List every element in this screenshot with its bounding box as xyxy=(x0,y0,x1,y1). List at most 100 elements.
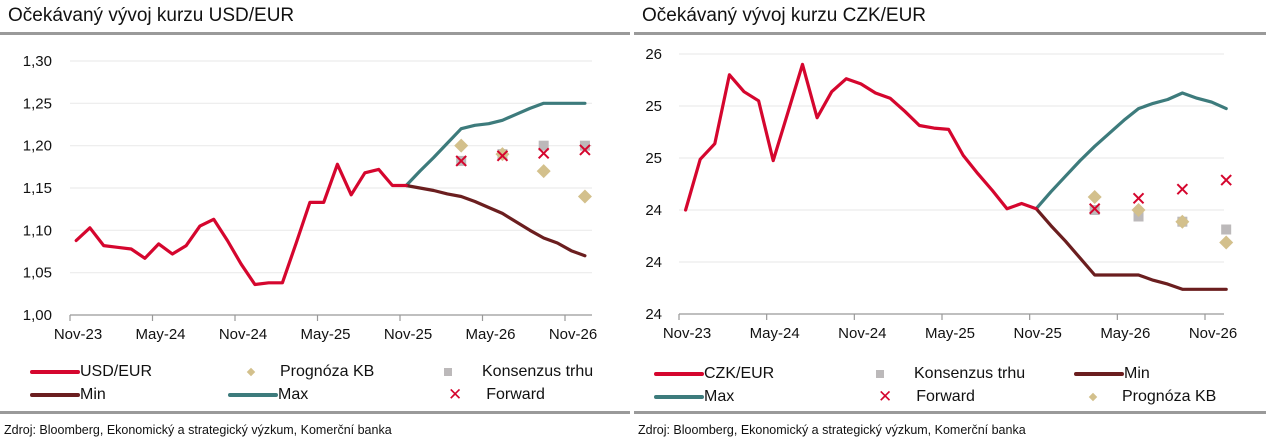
czk-eur-plot: 24 24 24 25 25 26 Nov-23 May-24 Nov-24 May-25 Nov-… xyxy=(645,46,1237,342)
legend-label: Min xyxy=(80,386,106,403)
series-line-max xyxy=(404,101,587,188)
consensus-point xyxy=(538,140,549,151)
forward-point xyxy=(1132,192,1145,205)
legend-swatch-square xyxy=(444,368,452,376)
kb-forecast-point xyxy=(1219,235,1234,250)
legend-swatch-line xyxy=(1074,372,1124,376)
y-tick-label: 24 xyxy=(645,202,662,219)
series-line-spot xyxy=(74,162,408,287)
x-tick-label: Nov-23 xyxy=(663,325,711,342)
kb-forecast-point xyxy=(1131,203,1146,217)
forward-point xyxy=(455,155,467,167)
legend-item-konsenzus: Konsenzus trhu xyxy=(444,362,593,382)
x-tick-label: Nov-24 xyxy=(219,326,267,343)
y-tick-label: 25 xyxy=(645,98,662,115)
legend-item-czk-eur: CZK/EUR xyxy=(654,364,774,384)
legend-swatch-line xyxy=(654,372,704,376)
x-tick-label: Nov-25 xyxy=(384,326,432,343)
legend-item-prognoza-kb: Prognóza KB xyxy=(1088,387,1217,407)
y-tick-label: 1,20 xyxy=(23,138,52,155)
legend-label: Prognóza KB xyxy=(280,363,375,380)
chart-title: Očekávaný vývoj kurzu CZK/EUR xyxy=(642,5,927,26)
kb-forecast-point xyxy=(1087,190,1102,204)
legend-label: USD/EUR xyxy=(80,363,153,380)
y-tick-label: 25 xyxy=(645,150,662,167)
kb-forecast-point xyxy=(454,138,469,153)
legend-swatch-line xyxy=(30,370,80,374)
legend-item-max: Max xyxy=(228,385,308,405)
kb-forecast-point xyxy=(1175,214,1190,229)
x-tick-label: Nov-23 xyxy=(54,326,102,343)
legend-swatch-line xyxy=(654,395,704,399)
forward-point xyxy=(1176,183,1189,195)
x-tick-label: Nov-26 xyxy=(1189,325,1237,342)
y-tick-label: 1,00 xyxy=(23,307,52,324)
legend-label: CZK/EUR xyxy=(704,365,775,382)
y-tick-label: 1,25 xyxy=(23,95,52,112)
legend-label: Max xyxy=(278,386,309,403)
source-divider xyxy=(634,411,1266,414)
legend-swatch-x: ✕ xyxy=(448,385,463,404)
y-tick-label: 24 xyxy=(645,306,662,323)
series-line-spot xyxy=(683,62,1038,212)
legend-swatch-diamond xyxy=(1088,392,1098,402)
usd-eur-plot: 1,00 1,05 1,10 1,15 1,20 1,25 1,30 Nov-23 May-24… xyxy=(23,53,597,343)
series-line-min xyxy=(404,183,587,258)
legend-label: Min xyxy=(1124,365,1150,382)
legend-label: Max xyxy=(704,388,735,405)
legend-label: Konsenzus trhu xyxy=(482,363,594,380)
legend-label: Konsenzus trhu xyxy=(914,365,1026,382)
x-tick-label: May-25 xyxy=(300,326,350,343)
x-tick-label: Nov-26 xyxy=(549,326,597,343)
legend-label: Prognóza KB xyxy=(1122,388,1217,405)
legend-label: Forward xyxy=(916,388,975,405)
forward-point xyxy=(537,147,550,159)
forward-point xyxy=(579,144,591,156)
legend-item-min: Min xyxy=(30,385,106,405)
source-note: Zdroj: Bloomberg, Ekonomický a strategic… xyxy=(4,423,392,437)
legend-item-konsenzus: Konsenzus trhu xyxy=(876,364,1025,384)
x-tick-label: May-25 xyxy=(925,325,975,342)
x-tick-label: May-24 xyxy=(135,326,185,343)
x-tick-label: Nov-25 xyxy=(1013,325,1061,342)
legend-swatch-diamond xyxy=(246,367,256,377)
forward-point xyxy=(496,150,509,162)
x-tick-label: May-26 xyxy=(1100,325,1150,342)
legend-label: Forward xyxy=(486,386,545,403)
legend-item-forward: ✕ Forward xyxy=(878,387,975,407)
y-tick-label: 1,05 xyxy=(23,265,52,282)
y-tick-label: 26 xyxy=(645,46,662,63)
forward-point xyxy=(1220,174,1232,186)
chart-title: Očekávaný vývoj kurzu USD/EUR xyxy=(8,5,295,26)
legend-swatch-line xyxy=(228,393,278,397)
y-tick-label: 1,15 xyxy=(23,180,52,197)
source-note: Zdroj: Bloomberg, Ekonomický a strategic… xyxy=(638,423,1026,437)
czk-eur-chart-panel: Očekávaný vývoj kurzu CZK/EUR 24 24 24 25 25… xyxy=(634,0,1266,444)
legend-item-min: Min xyxy=(1074,364,1150,384)
usd-eur-chart-panel: Očekávaný vývoj kurzu USD/EUR 1,00 1,05 1,… xyxy=(0,0,630,444)
legend-swatch-line xyxy=(30,393,80,397)
x-tick-label: May-24 xyxy=(750,325,800,342)
consensus-point xyxy=(1221,224,1232,235)
forward-point xyxy=(1088,202,1101,215)
legend-item-max: Max xyxy=(654,387,734,407)
x-tick-label: May-26 xyxy=(465,326,515,343)
kb-forecast-point xyxy=(536,164,551,179)
source-divider xyxy=(0,411,630,414)
y-tick-label: 1,30 xyxy=(23,53,52,70)
kb-forecast-point xyxy=(577,189,592,204)
legend-swatch-x: ✕ xyxy=(878,387,893,406)
legend-item-prognoza-kb: Prognóza KB xyxy=(246,362,375,382)
title-divider xyxy=(0,32,630,35)
title-divider xyxy=(634,32,1266,35)
series-line-min xyxy=(1034,207,1228,291)
legend-swatch-square xyxy=(876,370,884,378)
y-tick-label: 1,10 xyxy=(23,222,52,239)
y-tick-label: 24 xyxy=(645,254,662,271)
legend-item-forward: ✕ Forward xyxy=(448,385,545,405)
series-line-max xyxy=(1034,91,1228,211)
x-tick-label: Nov-24 xyxy=(838,325,886,342)
consensus-point xyxy=(579,140,590,151)
kb-forecast-point xyxy=(495,147,510,162)
legend-item-usd-eur: USD/EUR xyxy=(30,362,152,382)
